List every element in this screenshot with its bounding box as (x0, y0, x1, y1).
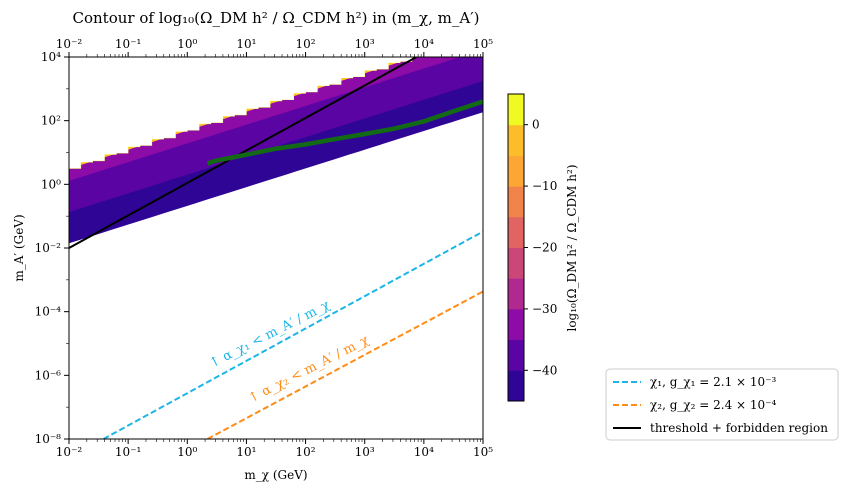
x-top-tick-label: 10¹ (236, 37, 256, 51)
x-tick-label: 10⁴ (414, 445, 434, 459)
colorbar-segment (508, 370, 524, 402)
colorbar-segment (508, 308, 524, 341)
contour-bands (69, 57, 483, 244)
x-tick-label: 10² (296, 445, 316, 459)
y-tick-label: 10⁻⁸ (35, 432, 62, 446)
legend-frame (605, 368, 839, 441)
x-tick-label: 10⁵ (473, 445, 493, 459)
y-tick-label: 10⁻⁴ (35, 305, 62, 319)
colorbar: −40 −30 −20 −10 0 (507, 93, 557, 402)
x-top-tick-label: 10⁻¹ (115, 37, 141, 51)
colorbar-segment (508, 339, 524, 371)
colorbar-segment (508, 155, 524, 187)
x-top-tick-label: 10⁴ (414, 37, 434, 51)
legend: χ₁, g_χ₁ = 2.1 × 10⁻³ χ₂, g_χ₂ = 2.4 × 1… (605, 368, 839, 441)
x-tick-label: 10⁻² (56, 445, 83, 459)
colorbar-segment (508, 216, 524, 248)
forbidden-region (69, 57, 483, 169)
series-line-1 (207, 290, 483, 439)
chart-title: Contour of log₁₀(Ω_DM h² / Ω_CDM h²) in … (73, 9, 480, 27)
colorbar-segment (508, 94, 524, 126)
colorbar-segment (508, 278, 524, 310)
y-tick-label: 10⁻⁶ (35, 368, 62, 382)
legend-label-threshold: threshold + forbidden region (650, 421, 828, 435)
x-tick-label: 10³ (355, 445, 375, 459)
x-top-tick-label: 10² (296, 37, 316, 51)
axes: 10⁻² 10⁻² 10⁻¹ 10⁻¹ 10⁰ 10⁰ 10¹ 10¹ 10² 10² 10³ 10³… (35, 37, 494, 459)
x-tick-label: 10⁻¹ (115, 445, 141, 459)
series-lines (69, 57, 483, 439)
colorbar-tick-label: −30 (532, 302, 557, 316)
series-line-2 (69, 57, 417, 249)
x-top-tick-label: 10⁰ (177, 37, 197, 51)
series-line-3 (206, 99, 483, 166)
y-tick-label: 10⁰ (41, 177, 61, 191)
x-top-tick-label: 10⁵ (473, 37, 493, 51)
colorbar-tick-label: −10 (532, 179, 557, 193)
colorbar-tick-label: 0 (532, 118, 540, 132)
x-top-tick-label: 10³ (355, 37, 375, 51)
colorbar-segment (508, 124, 524, 156)
x-tick-label: 10¹ (236, 445, 256, 459)
x-top-tick-label: 10⁻² (56, 37, 83, 51)
x-tick-label: 10⁰ (177, 445, 197, 459)
series-line-0 (103, 230, 483, 439)
legend-label-chi1: χ₁, g_χ₁ = 2.1 × 10⁻³ (650, 375, 777, 389)
y-axis-label: m_A′ (GeV) (12, 214, 26, 281)
colorbar-label: log₁₀(Ω_DM h² / Ω_CDM h²) (565, 164, 579, 331)
x-axis-label: m_χ (GeV) (244, 468, 307, 482)
colorbar-segment (508, 247, 524, 279)
y-tick-label: 10² (41, 114, 61, 128)
y-tick-label: 10⁴ (41, 50, 61, 64)
colorbar-tick-label: −40 (532, 363, 557, 377)
colorbar-tick-label: −20 (532, 241, 557, 255)
legend-label-chi2: χ₂, g_χ₂ = 2.4 × 10⁻⁴ (650, 398, 777, 412)
colorbar-segment (508, 186, 524, 218)
y-tick-label: 10⁻² (35, 241, 62, 255)
